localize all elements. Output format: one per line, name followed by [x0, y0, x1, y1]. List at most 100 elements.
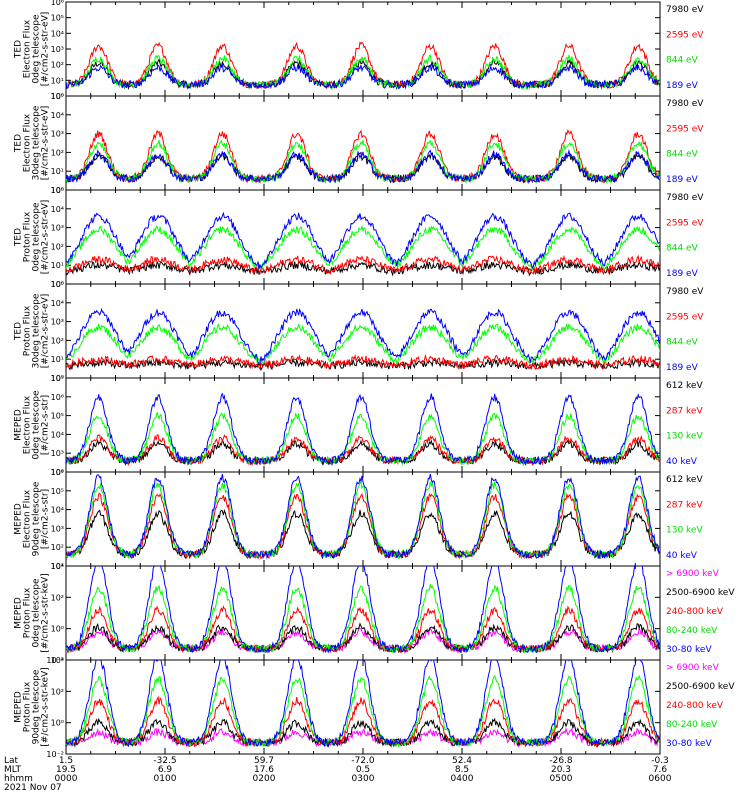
y-axis-label-line: MEPED	[14, 409, 24, 441]
legend-entry: 2595 eV	[666, 124, 704, 134]
y-tick-label: 10⁶	[51, 0, 64, 7]
axis-tick-hhmm: 0200	[253, 774, 276, 784]
y-axis-label-line: TED	[14, 322, 24, 341]
legend-entry: 2595 eV	[666, 312, 704, 322]
y-axis-label-line: [#/cm2-s-str]	[41, 489, 51, 549]
y-axis-label-line: Proton Flux	[23, 305, 33, 356]
y-axis-label-line: 0deg telescope	[32, 390, 42, 460]
y-axis-label-line: TED	[14, 134, 24, 153]
y-axis-label-line: [#/cm2-s-str]	[41, 395, 51, 455]
y-axis-label-line: [#/cm2-s-str-eV]	[41, 106, 51, 181]
y-tick-label: 10¹	[51, 261, 64, 270]
legend-entry: 287 keV	[666, 406, 703, 416]
y-axis-label-line: Proton Flux	[23, 211, 33, 262]
axis-tick-lat: -26.8	[549, 756, 573, 766]
legend-entry: 2500-6900 keV	[666, 588, 735, 598]
series-line	[66, 322, 660, 365]
legend-entry: 189 eV	[666, 175, 699, 185]
y-axis-label-line: 90deg telescope	[32, 669, 42, 744]
y-tick-label: 10⁵	[51, 92, 64, 101]
panel-frame	[65, 95, 661, 191]
y-tick-label: 10⁰	[51, 280, 64, 289]
axis-tick-mlt: 8.5	[455, 765, 469, 775]
series-line	[66, 353, 660, 371]
legend-entry: 844 eV	[666, 244, 699, 254]
series-line	[66, 392, 660, 466]
series-line	[66, 54, 660, 91]
y-axis-label-line: 0deg telescope	[32, 202, 42, 272]
y-axis-label: TEDElectron Flux30deg telescope[#/cm2-s-…	[14, 105, 51, 180]
axis-row-label: MLT	[4, 765, 22, 775]
y-tick-label: 10³	[51, 524, 64, 533]
legend-entry: 2595 eV	[666, 30, 704, 40]
y-tick-label: 10³	[51, 449, 64, 458]
y-tick-label: 10⁴	[51, 506, 64, 515]
y-tick-label: 10¹	[51, 562, 64, 571]
axis-tick-hhmm: 0500	[550, 774, 573, 784]
series-line	[66, 439, 660, 466]
y-axis-label-line: 0deg telescope	[32, 14, 42, 84]
y-axis-label-line: Electron Flux	[23, 395, 33, 454]
series-group	[66, 211, 660, 277]
series-line	[66, 433, 660, 467]
y-tick-label: 10⁷	[51, 374, 64, 383]
y-tick-label: 10²	[51, 148, 64, 157]
series-line	[66, 139, 660, 184]
y-axis-label-line: Proton Flux	[23, 681, 33, 732]
series-line	[66, 481, 660, 560]
series-group	[66, 660, 660, 748]
axis-tick-hhmm: 0100	[154, 774, 177, 784]
y-tick-label: 10⁵	[51, 186, 64, 195]
legend-entry: 80-240 keV	[666, 626, 718, 636]
y-tick-label: 10²	[51, 336, 64, 345]
axis-tick-mlt: 0.5	[356, 765, 370, 775]
axis-tick-lat: -32.5	[153, 756, 176, 766]
legend-entry: 7980 eV	[666, 99, 704, 109]
panel-frame	[65, 377, 661, 473]
series-line	[66, 57, 660, 91]
y-axis-label: MEPEDElectron Flux0deg telescope[#/cm2-s…	[14, 390, 51, 460]
series-group	[66, 392, 660, 467]
y-tick-label: 10²	[51, 468, 64, 477]
series-group	[66, 128, 660, 185]
axis-tick-lat: -0.3	[651, 756, 669, 766]
y-tick-label: 10⁴	[51, 205, 64, 214]
y-axis-label-line: Electron Flux	[23, 489, 33, 548]
y-tick-label: 10¹	[51, 76, 64, 85]
y-tick-label: 10²	[51, 242, 64, 251]
y-tick-label: 10⁻²	[46, 656, 64, 665]
y-axis-label-line: 90deg telescope	[32, 481, 42, 556]
series-line	[66, 660, 660, 748]
y-tick-label: 10⁶	[51, 393, 64, 402]
series-line	[66, 41, 660, 90]
axis-tick-lat: 1.5	[59, 756, 73, 766]
y-tick-label: 10¹	[51, 355, 64, 364]
legend-entry: 30-80 keV	[666, 645, 712, 655]
y-axis-label: MEPEDElectron Flux90deg telescope[#/cm2-…	[14, 481, 51, 556]
series-line	[66, 307, 660, 364]
legend-entry: 189 eV	[666, 81, 699, 91]
series-group	[66, 473, 660, 560]
y-tick-label: 10⁰	[51, 374, 64, 383]
series-line	[66, 224, 660, 272]
y-axis-label-line: [#/cm2-s-str-eV]	[41, 12, 51, 87]
y-axis-label-line: [#/cm2-s-str-eV]	[41, 294, 51, 369]
y-axis-label: TEDElectron Flux0deg telescope[#/cm2-s-s…	[14, 12, 51, 87]
axis-tick-lat: 52.4	[452, 756, 472, 766]
axis-tick-mlt: 19.5	[56, 765, 76, 775]
y-tick-label: 10³	[51, 318, 64, 327]
y-axis-label-line: [#/cm2-s-str-keV]	[41, 573, 51, 652]
panel-frame	[65, 659, 661, 755]
y-tick-label: 10²	[51, 61, 64, 70]
y-axis-label-line: TED	[14, 228, 24, 247]
y-axis-label: TEDProton Flux30deg telescope[#/cm2-s-st…	[14, 293, 51, 368]
axis-tick-mlt: 20.3	[551, 765, 571, 775]
y-axis-label-line: 0deg telescope	[32, 578, 42, 648]
legend-entry: 2500-6900 keV	[666, 682, 735, 692]
axis-tick-hhmm: 0600	[649, 774, 672, 784]
axis-row-label: Lat	[4, 756, 19, 766]
